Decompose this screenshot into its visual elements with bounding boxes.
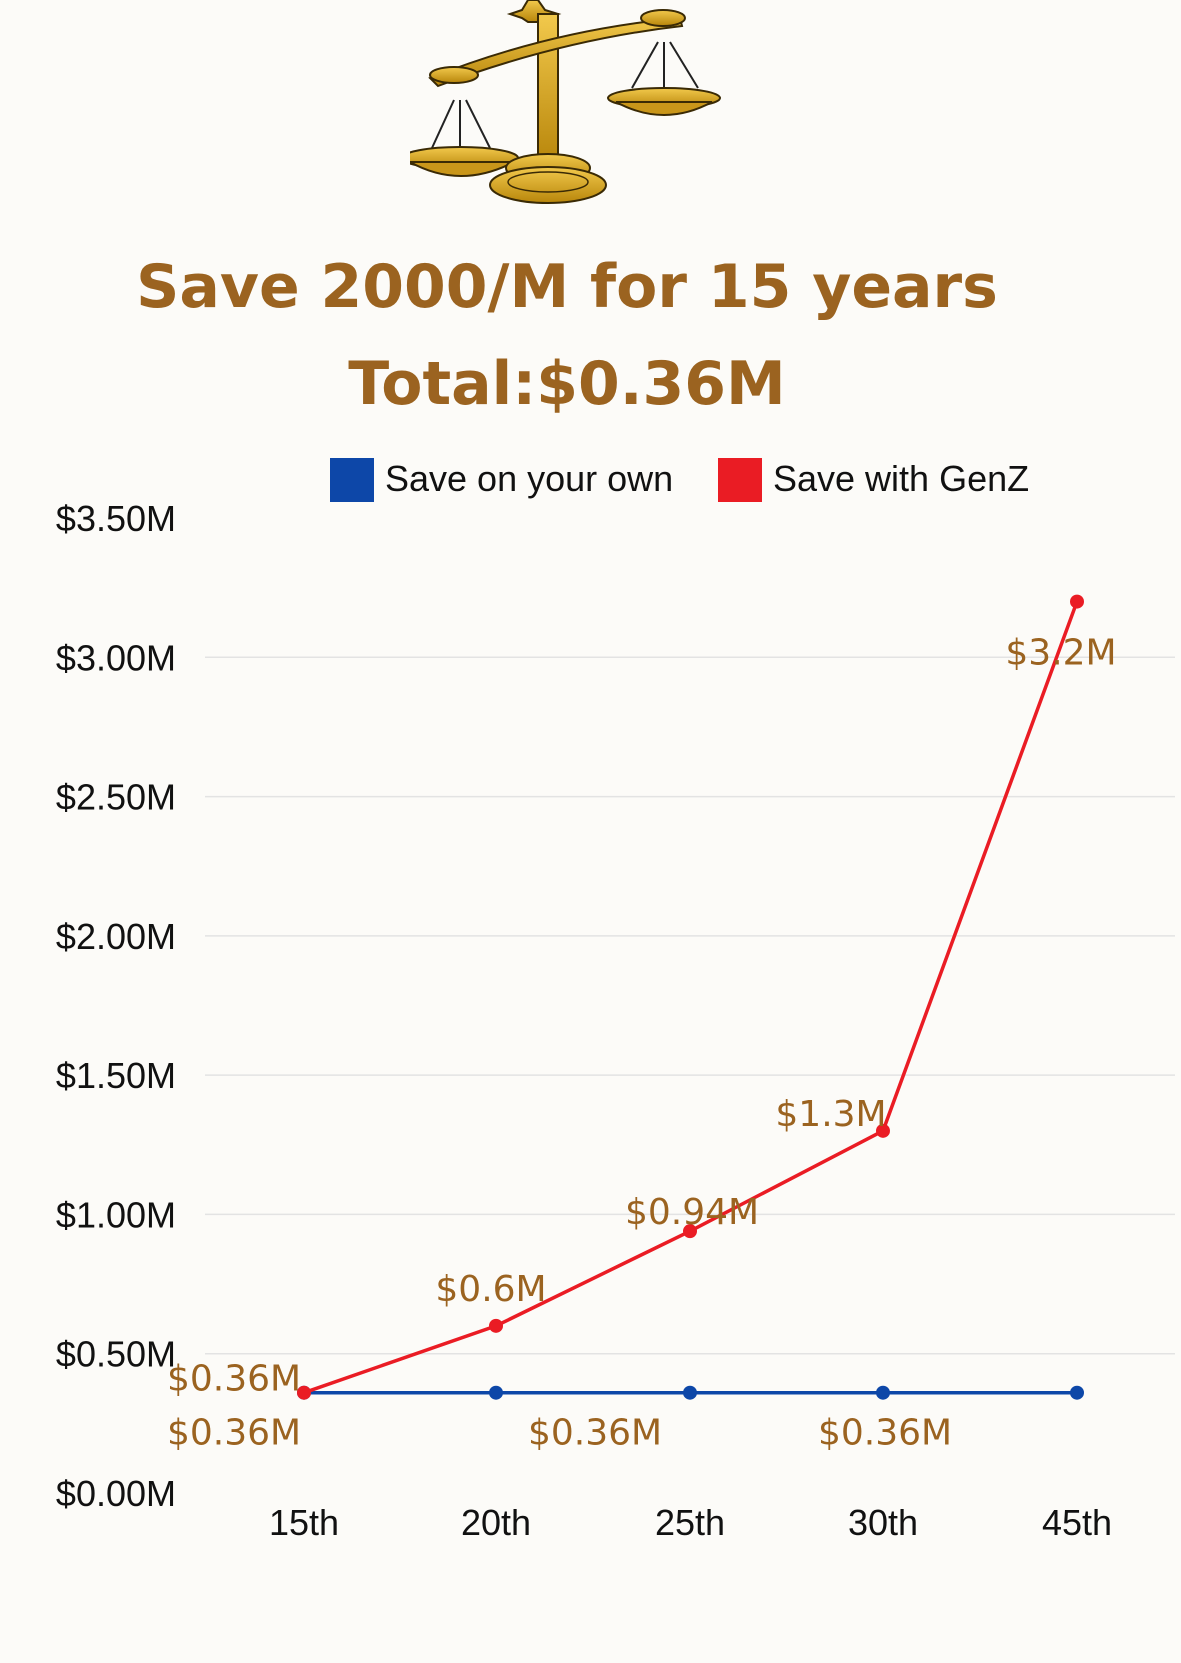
grid-lines bbox=[205, 656, 1175, 1355]
y-tick-label: $1.00M bbox=[56, 1194, 176, 1235]
data-point bbox=[297, 1385, 311, 1400]
data-label: $0.36M bbox=[818, 1413, 952, 1454]
data-point bbox=[489, 1318, 503, 1333]
data-point bbox=[1070, 594, 1084, 609]
legend-swatch-save-on-your-own bbox=[330, 458, 374, 502]
y-axis-ticks: $0.00M $0.50M $1.00M $1.50M $2.00M $2.50M $3.0… bbox=[56, 498, 176, 1514]
legend-label-save-on-your-own: Save on your own bbox=[385, 458, 673, 499]
x-tick-label: 15th bbox=[269, 1502, 339, 1543]
x-tick-label: 25th bbox=[655, 1502, 725, 1543]
data-point bbox=[1070, 1385, 1084, 1400]
series-line bbox=[303, 600, 1079, 1395]
x-tick-label: 20th bbox=[461, 1502, 531, 1543]
x-tick-label: 45th bbox=[1042, 1502, 1112, 1543]
y-tick-label: $3.00M bbox=[56, 637, 176, 678]
data-label: $0.6M bbox=[435, 1269, 546, 1310]
data-label: $0.36M bbox=[167, 1413, 301, 1454]
data-point bbox=[683, 1385, 697, 1400]
legend-label-save-with-genz: Save with GenZ bbox=[773, 458, 1029, 499]
series-lines bbox=[297, 594, 1084, 1400]
legend: Save on your own Save with GenZ bbox=[330, 458, 1029, 502]
y-tick-label: $0.00M bbox=[56, 1473, 176, 1514]
y-tick-label: $2.50M bbox=[56, 777, 176, 818]
data-point bbox=[683, 1224, 697, 1239]
data-point bbox=[876, 1123, 890, 1138]
y-tick-label: $3.50M bbox=[56, 498, 176, 539]
data-label: $3.2M bbox=[1005, 633, 1116, 674]
x-tick-label: 30th bbox=[848, 1502, 918, 1543]
y-tick-label: $1.50M bbox=[56, 1055, 176, 1096]
y-tick-label: $0.50M bbox=[56, 1334, 176, 1375]
data-label: $1.3M bbox=[775, 1094, 886, 1135]
data-label: $0.36M bbox=[528, 1413, 662, 1454]
data-point bbox=[876, 1385, 890, 1400]
balance-scale-icon bbox=[410, 0, 721, 204]
data-label: $0.94M bbox=[625, 1192, 759, 1233]
data-labels: $0.36M $0.36M $0.36M $0.36M $0.6M $0.94M $1.3M… bbox=[167, 633, 1117, 1454]
data-point bbox=[489, 1385, 503, 1400]
x-axis-ticks: 15th 20th 25th 30th 45th bbox=[269, 1502, 1112, 1543]
chart-title-line-1: Save 2000/M for 15 years bbox=[136, 252, 998, 322]
y-tick-label: $2.00M bbox=[56, 916, 176, 957]
chart-title-line-2: Total:$0.36M bbox=[348, 349, 785, 419]
data-label: $0.36M bbox=[167, 1359, 301, 1400]
legend-swatch-save-with-genz bbox=[718, 458, 762, 502]
